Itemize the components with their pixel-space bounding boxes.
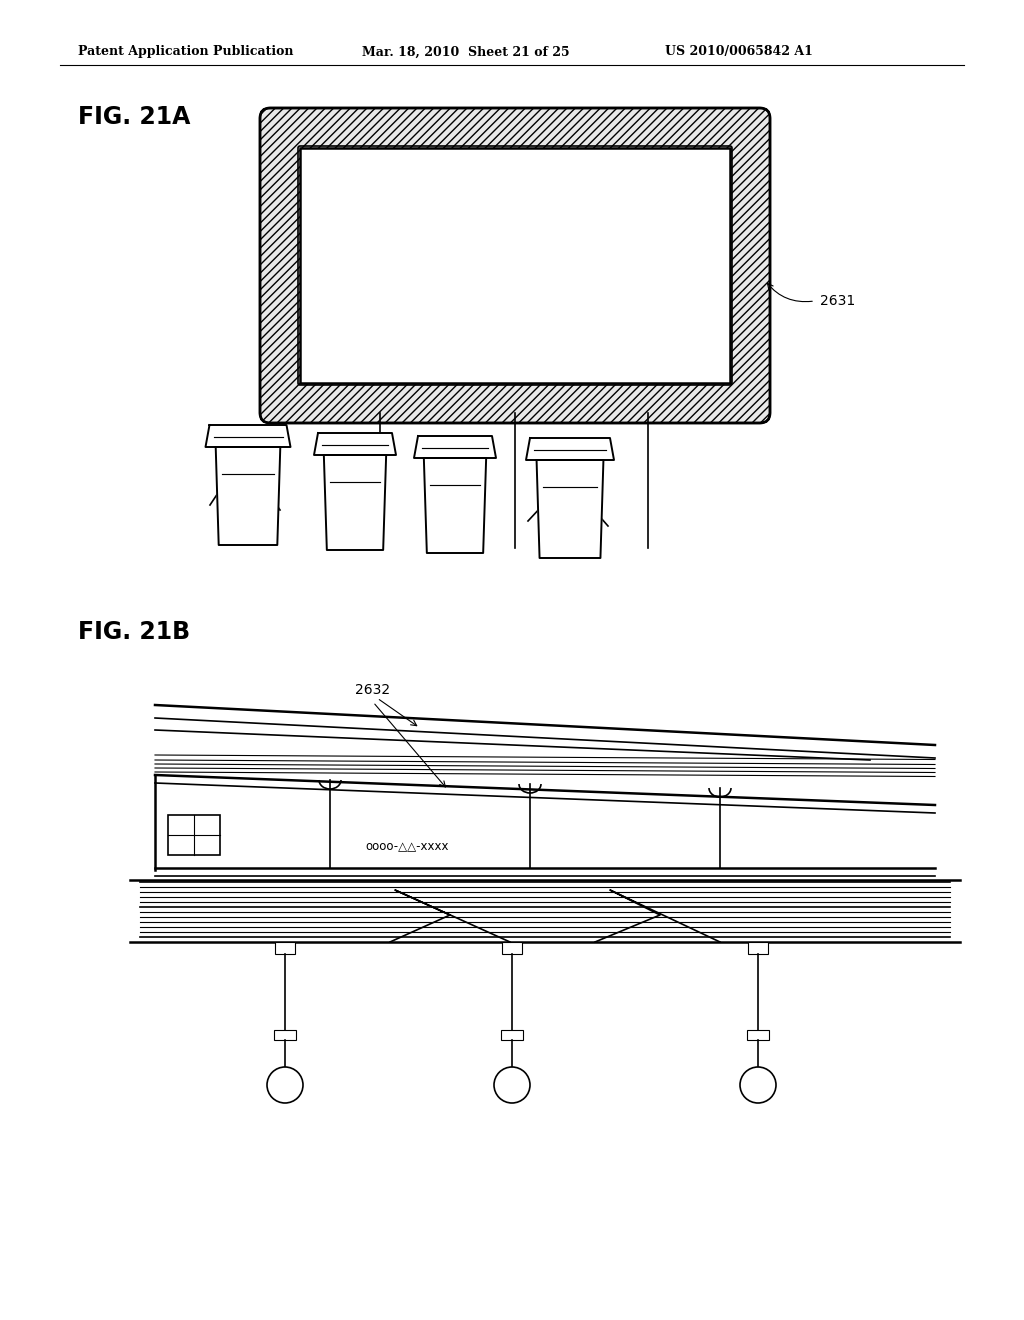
Polygon shape: [314, 433, 396, 455]
FancyBboxPatch shape: [260, 108, 770, 422]
Bar: [502, 942, 522, 954]
Circle shape: [494, 1067, 530, 1104]
Polygon shape: [526, 438, 614, 459]
Text: Patent Application Publication: Patent Application Publication: [78, 45, 294, 58]
Polygon shape: [424, 458, 486, 553]
Text: US 2010/0065842 A1: US 2010/0065842 A1: [665, 45, 813, 58]
Text: Mar. 18, 2010  Sheet 21 of 25: Mar. 18, 2010 Sheet 21 of 25: [362, 45, 569, 58]
Bar: [274, 1030, 296, 1040]
Bar: [168, 814, 220, 855]
Circle shape: [740, 1067, 776, 1104]
Bar: [275, 942, 295, 954]
Polygon shape: [537, 459, 603, 558]
Bar: [300, 148, 730, 383]
Text: FIG. 21A: FIG. 21A: [78, 106, 190, 129]
Circle shape: [267, 1067, 303, 1104]
Polygon shape: [414, 436, 496, 458]
Polygon shape: [206, 425, 291, 447]
Polygon shape: [216, 447, 281, 545]
Bar: [501, 1030, 523, 1040]
Text: 2631: 2631: [820, 294, 855, 308]
Bar: [748, 942, 768, 954]
Bar: [746, 1030, 769, 1040]
Text: oooo-△△-xxxx: oooo-△△-xxxx: [365, 841, 449, 854]
Text: FIG. 21B: FIG. 21B: [78, 620, 190, 644]
Polygon shape: [324, 455, 386, 550]
Text: 2632: 2632: [355, 682, 390, 697]
